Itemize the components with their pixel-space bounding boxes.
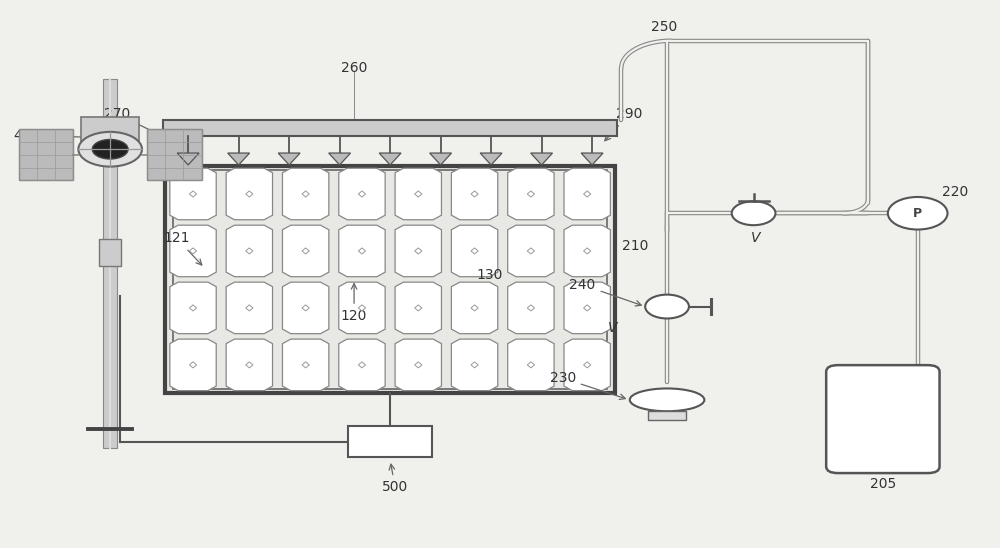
- Bar: [81, 117, 139, 146]
- Circle shape: [78, 132, 142, 167]
- Polygon shape: [508, 339, 554, 391]
- Text: 270: 270: [104, 107, 174, 142]
- Polygon shape: [282, 168, 329, 220]
- Text: 230: 230: [550, 371, 625, 399]
- Polygon shape: [339, 168, 385, 220]
- Bar: [163, 121, 617, 136]
- Text: 260: 260: [341, 61, 367, 75]
- Text: 130: 130: [476, 268, 502, 282]
- Polygon shape: [564, 339, 610, 391]
- Bar: [19, 129, 73, 180]
- Polygon shape: [564, 225, 610, 277]
- Polygon shape: [451, 339, 498, 391]
- Text: 121: 121: [164, 231, 202, 265]
- Circle shape: [732, 201, 775, 225]
- Polygon shape: [226, 282, 273, 334]
- Text: 240: 240: [569, 278, 641, 306]
- Polygon shape: [226, 168, 273, 220]
- Text: 500: 500: [382, 464, 408, 494]
- Polygon shape: [339, 225, 385, 277]
- Circle shape: [645, 295, 689, 318]
- Polygon shape: [170, 339, 216, 391]
- Circle shape: [888, 197, 948, 230]
- Polygon shape: [451, 168, 498, 220]
- FancyBboxPatch shape: [165, 165, 615, 393]
- Polygon shape: [451, 282, 498, 334]
- Polygon shape: [508, 225, 554, 277]
- Text: V: V: [608, 321, 617, 335]
- Polygon shape: [282, 339, 329, 391]
- Polygon shape: [451, 225, 498, 277]
- Polygon shape: [508, 168, 554, 220]
- Text: 220: 220: [942, 185, 969, 198]
- Polygon shape: [508, 282, 554, 334]
- Polygon shape: [395, 168, 441, 220]
- Polygon shape: [226, 225, 273, 277]
- Polygon shape: [339, 282, 385, 334]
- Polygon shape: [282, 282, 329, 334]
- Polygon shape: [278, 153, 300, 165]
- Polygon shape: [170, 282, 216, 334]
- Text: 250: 250: [651, 20, 677, 34]
- Text: 210: 210: [622, 239, 648, 253]
- Polygon shape: [564, 282, 610, 334]
- Polygon shape: [379, 153, 401, 165]
- Polygon shape: [228, 153, 250, 165]
- Polygon shape: [395, 225, 441, 277]
- Text: 205: 205: [870, 477, 896, 491]
- Polygon shape: [170, 168, 216, 220]
- Polygon shape: [480, 153, 502, 165]
- Text: 400: 400: [14, 129, 136, 142]
- Polygon shape: [581, 153, 603, 165]
- Polygon shape: [226, 339, 273, 391]
- Polygon shape: [329, 153, 351, 165]
- Polygon shape: [170, 225, 216, 277]
- FancyBboxPatch shape: [826, 365, 940, 473]
- Text: 120: 120: [341, 284, 367, 323]
- Bar: [99, 239, 121, 266]
- Text: P: P: [913, 207, 922, 220]
- Bar: [648, 411, 686, 420]
- Polygon shape: [282, 225, 329, 277]
- Bar: [147, 129, 202, 180]
- Polygon shape: [430, 153, 452, 165]
- Text: V: V: [751, 231, 760, 244]
- Bar: [348, 426, 432, 458]
- Polygon shape: [339, 339, 385, 391]
- Polygon shape: [564, 168, 610, 220]
- Ellipse shape: [630, 389, 704, 411]
- Circle shape: [92, 140, 128, 159]
- Text: 290: 290: [605, 107, 642, 141]
- Polygon shape: [395, 282, 441, 334]
- Polygon shape: [531, 153, 553, 165]
- Polygon shape: [395, 339, 441, 391]
- Polygon shape: [177, 153, 199, 165]
